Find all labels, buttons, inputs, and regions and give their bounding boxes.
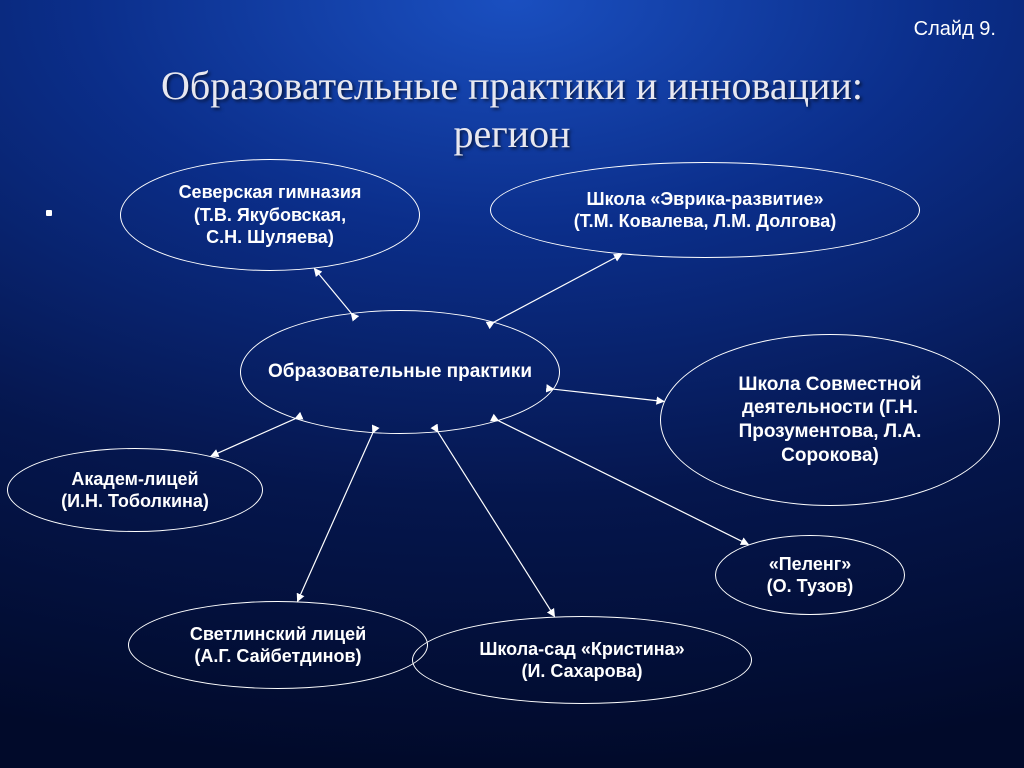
node-label: Академ-лицей (И.Н. Тоболкина) <box>61 468 209 513</box>
edge-center-evrika <box>494 254 621 322</box>
edge-center-akadem <box>211 419 295 456</box>
edge-center-severskaya <box>314 269 351 313</box>
node-label: «Пеленг» (О. Тузов) <box>767 553 854 598</box>
node-label: Школа «Эврика-развитие» (Т.М. Ковалева, … <box>574 188 837 233</box>
edge-center-sovmest <box>554 389 664 401</box>
edge-center-svetlinsky <box>297 433 372 601</box>
node-label: Северская гимназия (Т.В. Якубовская, С.Н… <box>179 181 362 249</box>
bullet-dot <box>46 210 52 216</box>
diagram-node-evrika: Школа «Эврика-развитие» (Т.М. Ковалева, … <box>490 162 920 258</box>
diagram-node-svetlinsky: Светлинский лицей (А.Г. Сайбетдинов) <box>128 601 428 689</box>
diagram-node-sovmest: Школа Совместной деятельности (Г.Н. Проз… <box>660 334 1000 506</box>
node-label: Школа-сад «Кристина» (И. Сахарова) <box>479 638 684 683</box>
diagram-node-kristina: Школа-сад «Кристина» (И. Сахарова) <box>412 616 752 704</box>
node-label: Школа Совместной деятельности (Г.Н. Проз… <box>738 373 921 468</box>
diagram-node-akadem: Академ-лицей (И.Н. Тоболкина) <box>7 448 263 532</box>
slide-number-label: Слайд 9. <box>914 18 996 41</box>
node-label: Образовательные практики <box>268 360 532 384</box>
diagram-center-node: Образовательные практики <box>240 310 560 434</box>
edge-center-kristina <box>438 432 555 616</box>
slide: Слайд 9. Образовательные практики и инно… <box>0 0 1024 768</box>
diagram-node-severskaya: Северская гимназия (Т.В. Якубовская, С.Н… <box>120 159 420 271</box>
slide-title: Образовательные практики и инновации: ре… <box>0 62 1024 158</box>
node-label: Светлинский лицей (А.Г. Сайбетдинов) <box>190 623 366 668</box>
diagram-node-peleng: «Пеленг» (О. Тузов) <box>715 535 905 615</box>
